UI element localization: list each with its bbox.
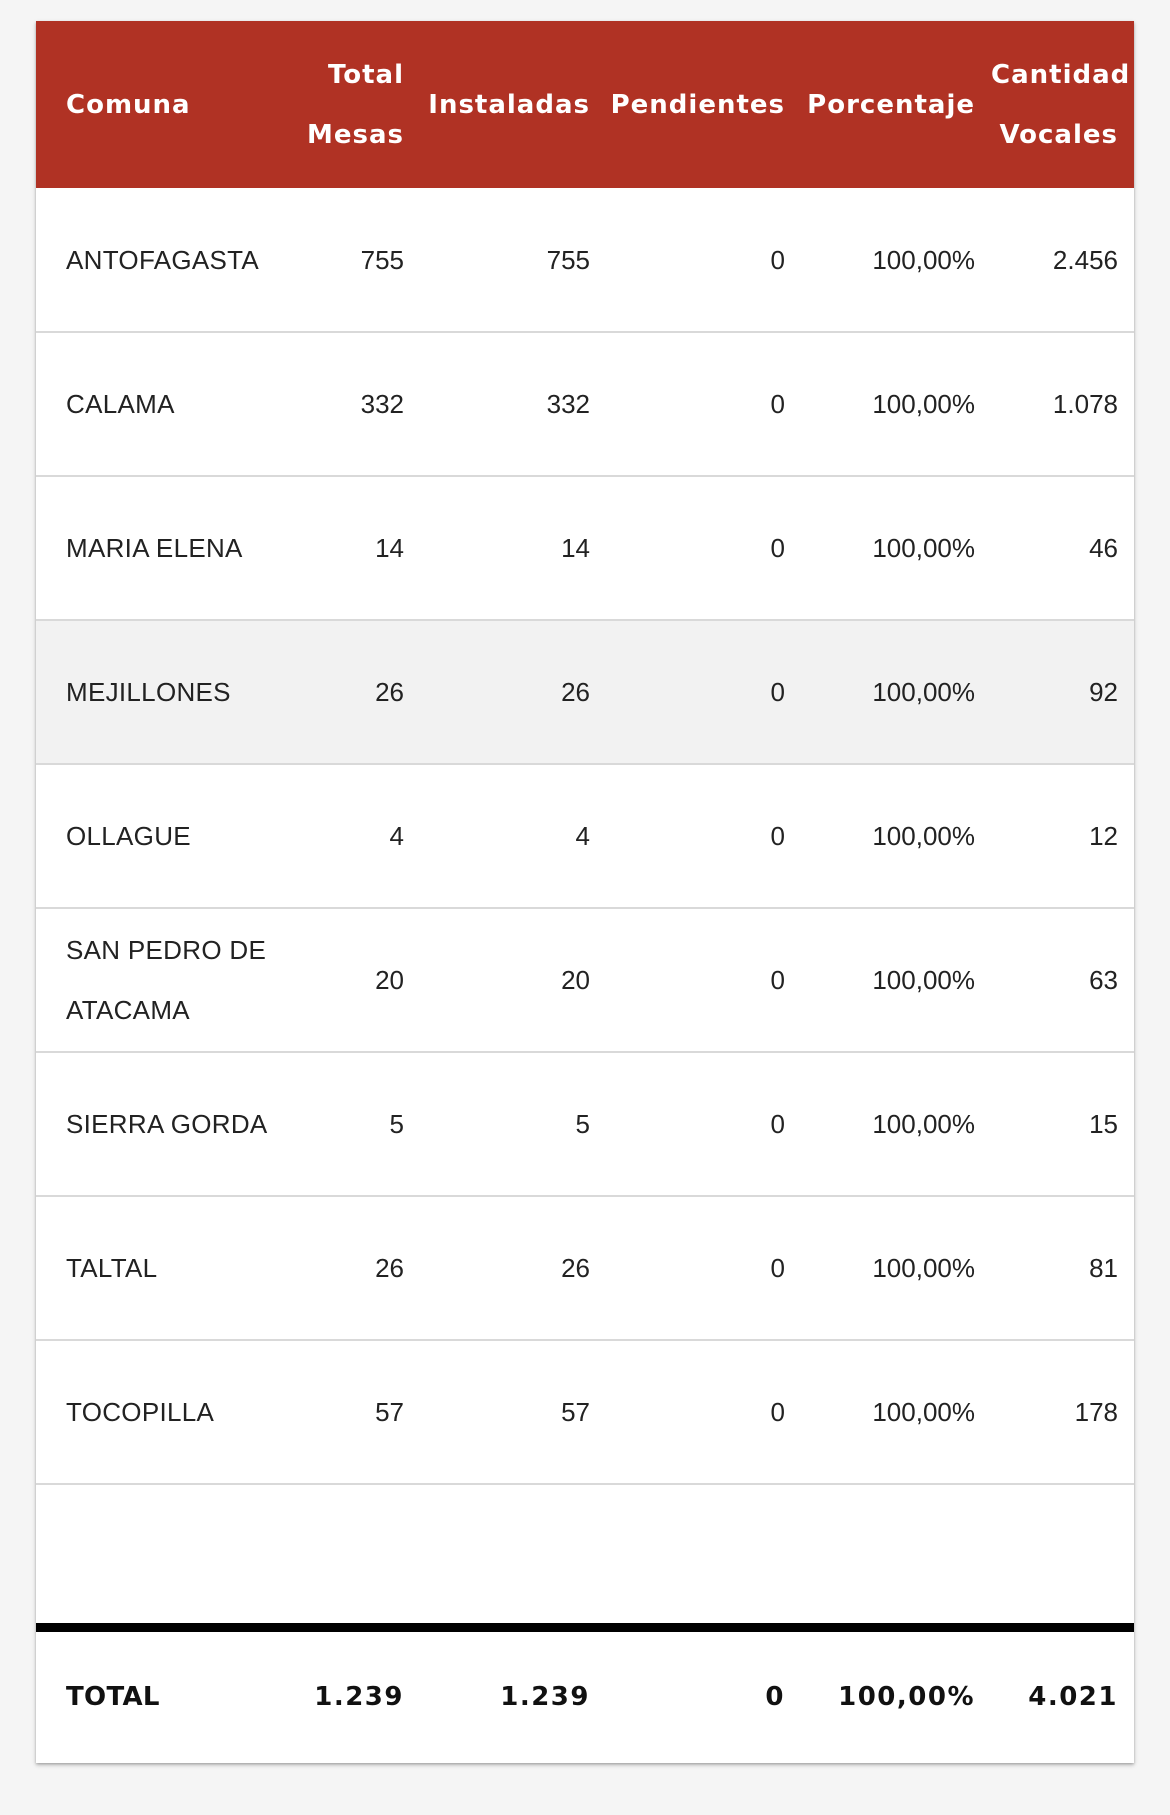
cell-porcentaje: 100,00%	[872, 1109, 975, 1139]
cell-comuna: SIERRA GORDA	[66, 1109, 268, 1139]
cell-total-mesas: 4	[389, 821, 404, 851]
cell-pendientes: 0	[770, 244, 785, 275]
cell-vocales: 15	[1089, 1109, 1118, 1139]
header-cantidad-vocales-line1: Cantidad	[991, 59, 1131, 90]
cell-porcentaje: 100,00%	[872, 1253, 975, 1283]
cell-comuna: TOCOPILLA	[66, 1397, 215, 1427]
cell-total-mesas: 20	[375, 965, 404, 995]
cell-total-mesas: 26	[375, 677, 404, 707]
header-total-mesas-line2: Mesas	[306, 119, 404, 150]
total-label: TOTAL	[66, 1682, 160, 1713]
cell-instaladas: 14	[561, 533, 590, 563]
cell-instaladas: 26	[561, 677, 590, 707]
cell-comuna: SAN PEDRO DE ATACAMA	[36, 908, 270, 1052]
header-total-mesas[interactable]: Total Mesas	[270, 21, 420, 188]
cell-pendientes: 0	[770, 821, 785, 851]
cell-porcentaje: 100,00%	[872, 389, 975, 419]
table-row: SAN PEDRO DE ATACAMA 20 20 0 100,00% 63	[36, 908, 1134, 1052]
table-row-hovered: MEJILLONES 26 26 0 100,00% 92	[36, 620, 1134, 764]
cell-instaladas: 332	[546, 389, 590, 419]
cell-comuna-line1: SAN PEDRO DE	[66, 935, 267, 965]
results-table: Comuna Total Mesas Instaladas Pendientes…	[36, 21, 1134, 1763]
cell-comuna: TALTAL	[66, 1253, 158, 1283]
header-total-mesas-line1: Total	[327, 59, 404, 90]
cell-porcentaje: 100,00%	[872, 244, 975, 275]
cell-total-mesas: 57	[375, 1397, 404, 1427]
cell-vocales: 1.078	[1052, 389, 1118, 419]
total-vocales-value: 4.021	[1028, 1682, 1118, 1713]
cell-instaladas: 755	[546, 244, 590, 275]
cell-instaladas: 4	[575, 821, 590, 851]
table-row: OLLAGUE 4 4 0 100,00% 12	[36, 764, 1134, 908]
header-instaladas[interactable]: Instaladas	[428, 89, 590, 120]
cell-instaladas: 20	[561, 965, 590, 995]
cell-comuna: OLLAGUE	[66, 821, 191, 851]
cell-pendientes: 0	[770, 1397, 785, 1427]
table-row: SIERRA GORDA 5 5 0 100,00% 15	[36, 1052, 1134, 1196]
table-row: TOCOPILLA 57 57 0 100,00% 178	[36, 1340, 1134, 1484]
total-row: TOTAL 1.239 1.239 0 100,00% 4.021	[36, 1627, 1134, 1763]
cell-vocales: 46	[1089, 533, 1118, 563]
total-instaladas-value: 1.239	[500, 1682, 590, 1713]
table-row: CALAMA 332 332 0 100,00% 1.078	[36, 332, 1134, 476]
cell-pendientes: 0	[770, 1253, 785, 1283]
header-cantidad-vocales-line2: Vocales	[999, 119, 1118, 150]
header-row: Comuna Total Mesas Instaladas Pendientes…	[36, 21, 1134, 188]
cell-total-mesas: 5	[389, 1109, 404, 1139]
cell-vocales: 81	[1089, 1253, 1118, 1283]
cell-vocales: 12	[1089, 821, 1118, 851]
cell-vocales: 63	[1089, 965, 1118, 995]
cell-porcentaje: 100,00%	[872, 533, 975, 563]
header-cantidad-vocales[interactable]: Cantidad Vocales	[991, 21, 1134, 188]
cell-comuna: MEJILLONES	[66, 677, 231, 707]
total-pendientes-value: 0	[765, 1682, 785, 1713]
table-spacer-row	[36, 1484, 1134, 1627]
cell-porcentaje: 100,00%	[872, 677, 975, 707]
cell-instaladas: 57	[561, 1397, 590, 1427]
table-body: ANTOFAGASTA 755 755 0 100,00% 2.456 CALA…	[36, 188, 1134, 1627]
cell-porcentaje: 100,00%	[872, 821, 975, 851]
total-mesas-value: 1.239	[314, 1682, 404, 1713]
table-row: TALTAL 26 26 0 100,00% 81	[36, 1196, 1134, 1340]
results-table-card: Comuna Total Mesas Instaladas Pendientes…	[36, 21, 1134, 1763]
spacer-cell	[36, 1484, 1134, 1627]
cell-total-mesas: 26	[375, 1253, 404, 1283]
table-footer: TOTAL 1.239 1.239 0 100,00% 4.021	[36, 1627, 1134, 1763]
cell-comuna: CALAMA	[66, 389, 175, 419]
cell-total-mesas: 332	[360, 389, 404, 419]
cell-pendientes: 0	[770, 389, 785, 419]
cell-total-mesas: 14	[375, 533, 404, 563]
cell-vocales: 2.456	[1052, 244, 1118, 275]
cell-vocales: 92	[1089, 677, 1118, 707]
cell-pendientes: 0	[770, 677, 785, 707]
table-header: Comuna Total Mesas Instaladas Pendientes…	[36, 21, 1134, 188]
cell-pendientes: 0	[770, 533, 785, 563]
cell-porcentaje: 100,00%	[872, 965, 975, 995]
cell-instaladas: 5	[575, 1109, 590, 1139]
cell-comuna: ANTOFAGASTA	[66, 244, 260, 275]
table-row: ANTOFAGASTA 755 755 0 100,00% 2.456	[36, 188, 1134, 332]
cell-pendientes: 0	[770, 965, 785, 995]
cell-instaladas: 26	[561, 1253, 590, 1283]
header-comuna[interactable]: Comuna	[66, 89, 191, 120]
cell-comuna-line2: ATACAMA	[66, 995, 190, 1025]
cell-pendientes: 0	[770, 1109, 785, 1139]
cell-porcentaje: 100,00%	[872, 1397, 975, 1427]
header-porcentaje[interactable]: Porcentaje	[807, 89, 975, 120]
cell-comuna: MARIA ELENA	[66, 533, 243, 563]
cell-vocales: 178	[1074, 1397, 1118, 1427]
header-pendientes[interactable]: Pendientes	[610, 89, 785, 120]
total-porcentaje-value: 100,00%	[838, 1682, 975, 1713]
table-row: MARIA ELENA 14 14 0 100,00% 46	[36, 476, 1134, 620]
cell-total-mesas: 755	[360, 244, 404, 275]
